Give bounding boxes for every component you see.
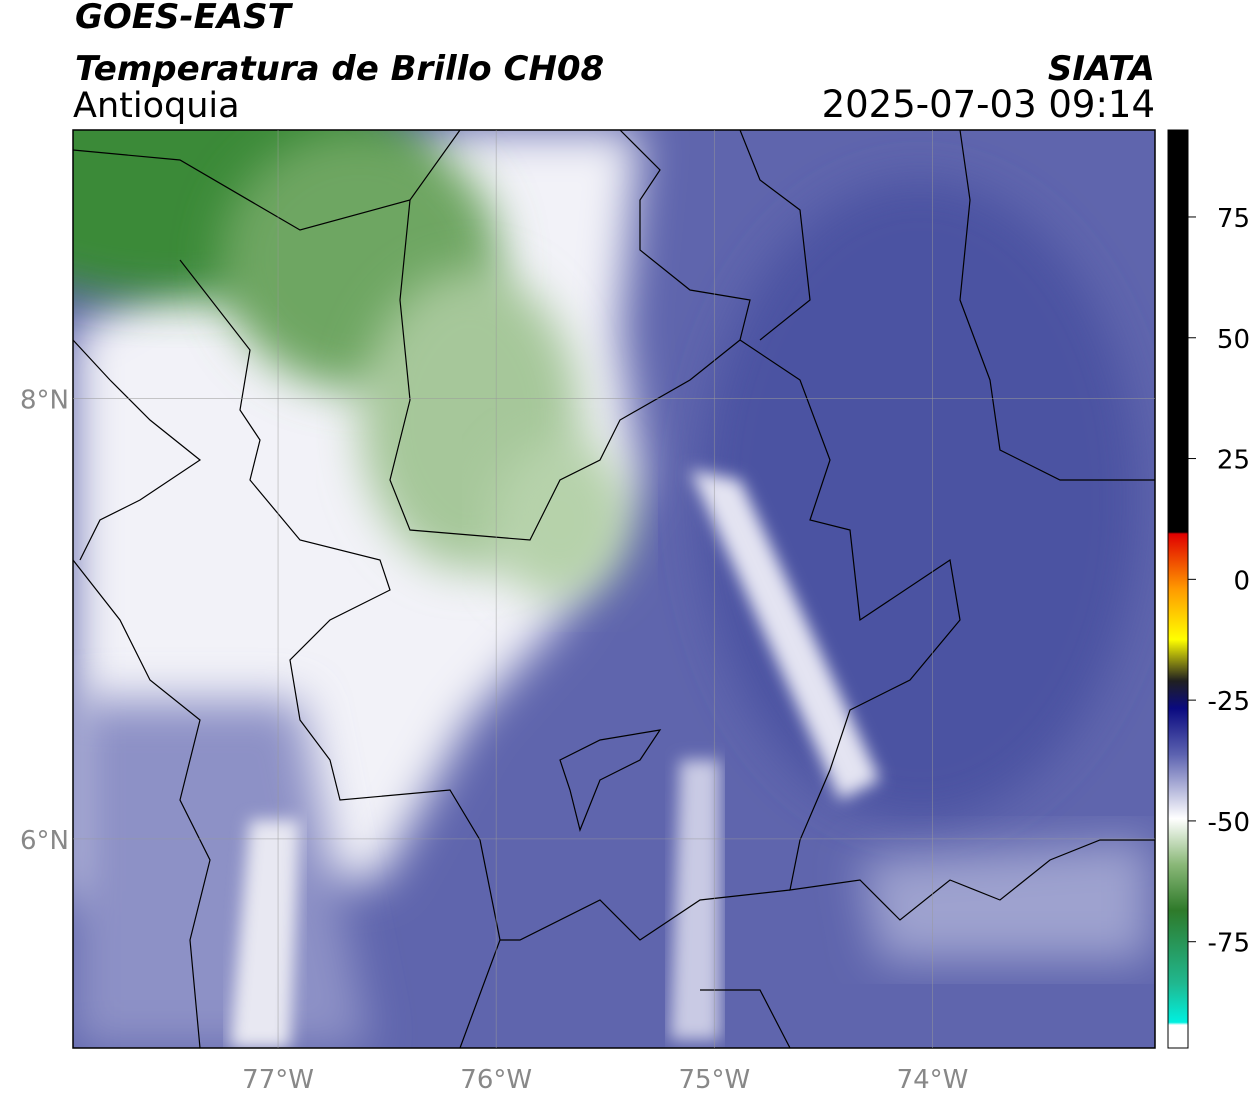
colorbar-tick-label: 75 (1217, 204, 1250, 234)
colorbar-tick-label: 0 (1233, 566, 1250, 596)
map-frame (72, 129, 1156, 1049)
lon-tick-label: 75°W (678, 1065, 750, 1095)
colorbar-tick-label: -25 (1208, 687, 1250, 717)
borders (73, 130, 1155, 1048)
lon-tick-label: 74°W (897, 1065, 969, 1095)
colorbar (1167, 129, 1189, 1049)
region: Antioquia (73, 86, 240, 126)
satellite-image (73, 130, 1155, 1048)
lon-tick-label: 76°W (460, 1065, 532, 1095)
colorbar-tick-label: 50 (1217, 325, 1250, 355)
lon-tick-label: 77°W (242, 1065, 314, 1095)
title: GOES-EAST (75, 0, 294, 37)
lat-tick-label: 6°N (20, 826, 69, 856)
colorbar-tick-label: -75 (1208, 929, 1250, 959)
timestamp: 2025-07-03 09:14 (822, 83, 1155, 126)
lat-tick-label: 8°N (20, 386, 69, 416)
colorbar-tick-label: 25 (1217, 446, 1250, 476)
colorbar-tick-label: -50 (1208, 808, 1250, 838)
source: SIATA (1048, 49, 1155, 89)
subtitle: Temperatura de Brillo CH08 (75, 49, 604, 89)
